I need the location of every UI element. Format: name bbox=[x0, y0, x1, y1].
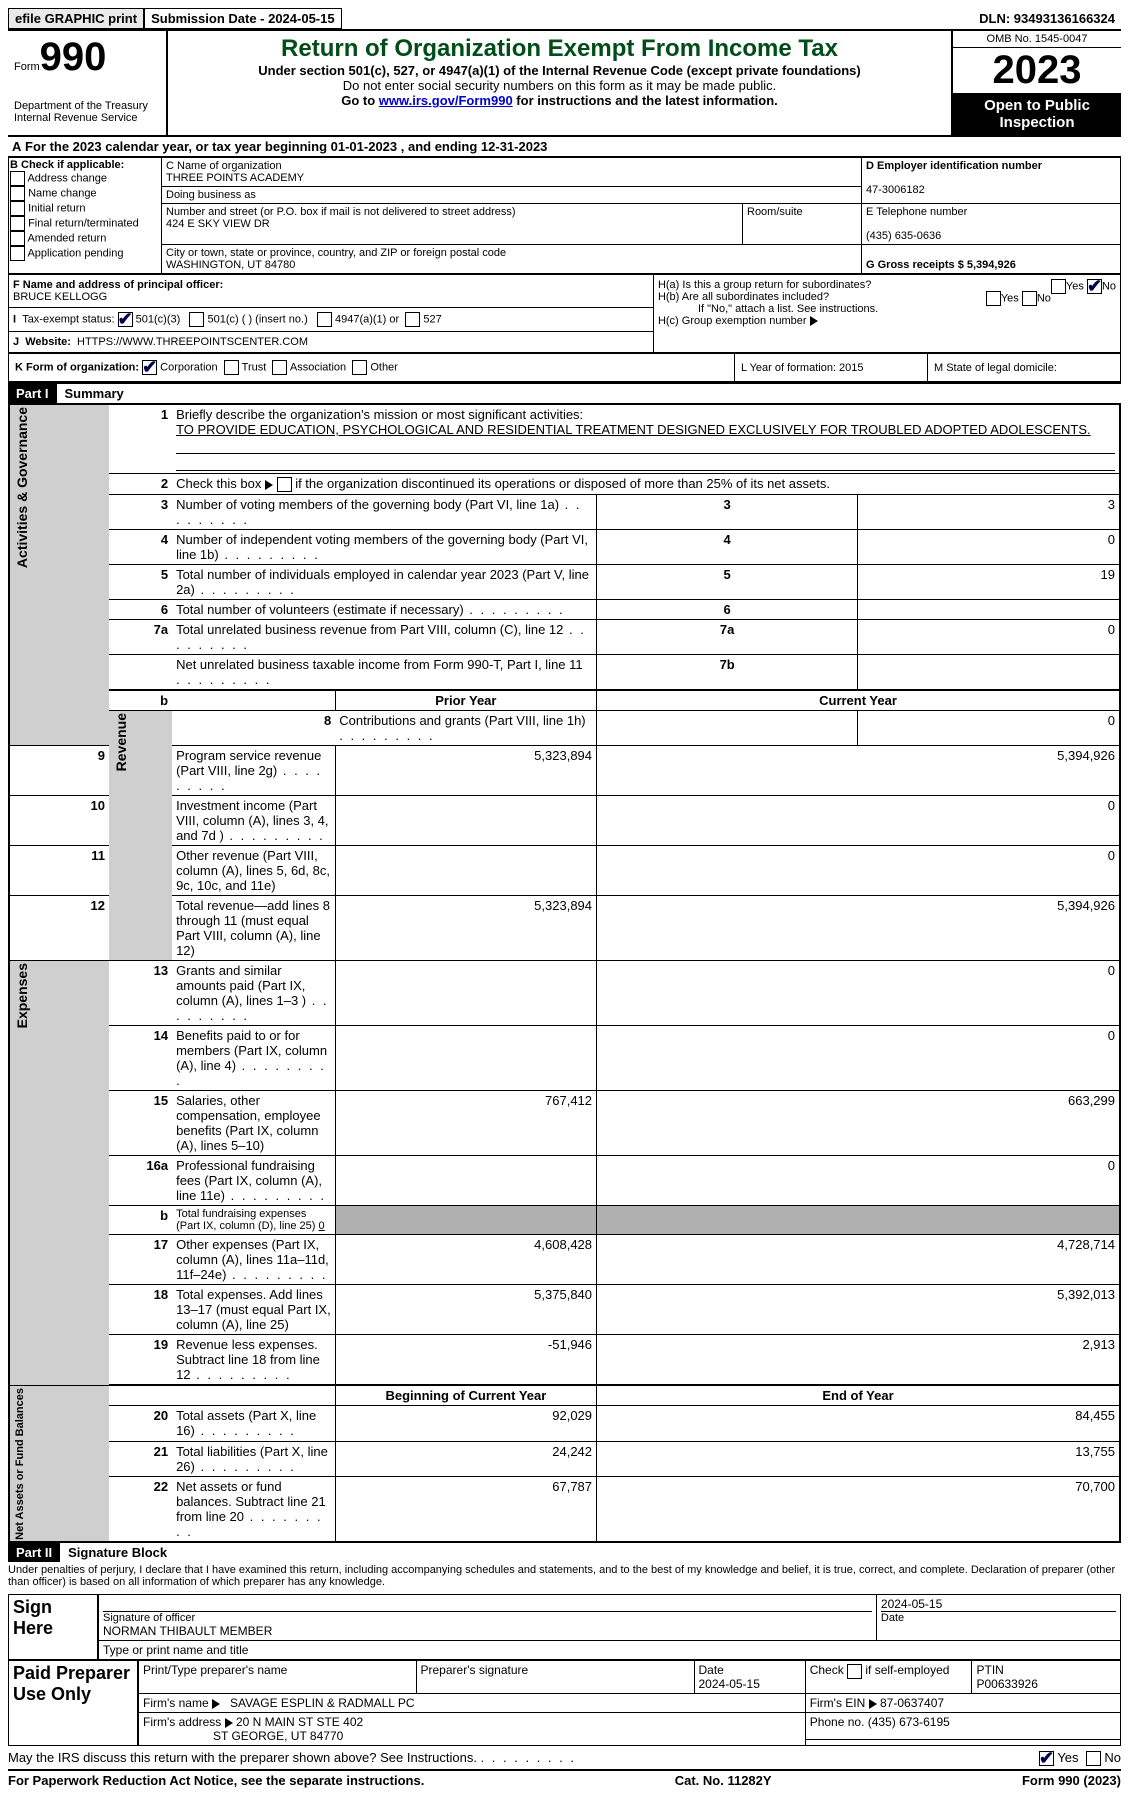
box-c-dba: Doing business as bbox=[162, 187, 862, 204]
box-c-name: C Name of organization THREE POINTS ACAD… bbox=[162, 158, 862, 187]
entity-info-grid: B Check if applicable: Address change Na… bbox=[8, 157, 1121, 274]
revenue-label: Revenue bbox=[113, 713, 129, 771]
box-c-room: Room/suite bbox=[743, 204, 862, 245]
governance-label: Activities & Governance bbox=[14, 407, 30, 568]
box-i: I Tax-exempt status: 501(c)(3) 501(c) ( … bbox=[9, 308, 654, 332]
box-c-street: Number and street (or P.O. box if mail i… bbox=[162, 204, 743, 245]
tax-year: 2023 bbox=[953, 48, 1121, 93]
klm-row: K Form of organization: Corporation Trus… bbox=[8, 353, 1121, 382]
box-g: G Gross receipts $ 5,394,926 bbox=[862, 245, 1121, 274]
signature-table: Sign Here Signature of officer NORMAN TH… bbox=[8, 1594, 1121, 1660]
paid-preparer-label: Paid Preparer Use Only bbox=[9, 1661, 139, 1746]
arrow-icon bbox=[810, 316, 818, 326]
line-a: A For the 2023 calendar year, or tax yea… bbox=[8, 137, 1121, 157]
form-title: Return of Organization Exempt From Incom… bbox=[174, 35, 945, 63]
irs-link[interactable]: www.irs.gov/Form990 bbox=[379, 93, 513, 108]
box-m: M State of legal domicile: bbox=[928, 354, 1121, 382]
footer: For Paperwork Reduction Act Notice, see … bbox=[8, 1769, 1121, 1788]
fh-row: F Name and address of principal officer:… bbox=[8, 274, 1121, 353]
declaration: Under penalties of perjury, I declare th… bbox=[8, 1562, 1121, 1594]
subtitle-2: Do not enter social security numbers on … bbox=[174, 78, 945, 93]
top-bar: efile GRAPHIC print Submission Date - 20… bbox=[8, 8, 1121, 29]
irs-label: Internal Revenue Service bbox=[14, 112, 160, 124]
submission-date: Submission Date - 2024-05-15 bbox=[144, 8, 342, 29]
subtitle-1: Under section 501(c), 527, or 4947(a)(1)… bbox=[174, 63, 945, 78]
box-k: K Form of organization: Corporation Trus… bbox=[9, 354, 735, 382]
expenses-label: Expenses bbox=[14, 963, 30, 1028]
box-l: L Year of formation: 2015 bbox=[735, 354, 928, 382]
dept-treasury: Department of the Treasury bbox=[14, 100, 160, 112]
box-f: F Name and address of principal officer:… bbox=[9, 275, 654, 308]
box-d: D Employer identification number 47-3006… bbox=[862, 158, 1121, 204]
box-c-city: City or town, state or province, country… bbox=[162, 245, 862, 274]
box-b: B Check if applicable: Address change Na… bbox=[9, 158, 162, 274]
subtitle-3: Go to www.irs.gov/Form990 for instructio… bbox=[174, 93, 945, 108]
summary-table: Activities & Governance 1 Briefly descri… bbox=[8, 403, 1121, 1543]
omb-no: OMB No. 1545-0047 bbox=[953, 31, 1121, 48]
mission-text: TO PROVIDE EDUCATION, PSYCHOLOGICAL AND … bbox=[176, 422, 1091, 437]
box-e: E Telephone number (435) 635-0636 bbox=[862, 204, 1121, 245]
open-inspection: Open to Public Inspection bbox=[953, 93, 1121, 135]
part1-header: Part ISummary bbox=[8, 382, 1121, 403]
dln: DLN: 93493136166324 bbox=[973, 9, 1121, 28]
form-header: Form990 Department of the Treasury Inter… bbox=[8, 29, 1121, 137]
preparer-table: Paid Preparer Use Only Print/Type prepar… bbox=[8, 1660, 1121, 1746]
form-number: 990 bbox=[40, 35, 107, 79]
efile-button[interactable]: efile GRAPHIC print bbox=[8, 8, 144, 29]
sign-here-label: Sign Here bbox=[9, 1595, 99, 1660]
netassets-label: Net Assets or Fund Balances bbox=[14, 1388, 26, 1540]
form-word: Form bbox=[14, 61, 40, 73]
box-j: J Website: HTTPS://WWW.THREEPOINTSCENTER… bbox=[9, 332, 654, 353]
part2-header: Part IISignature Block bbox=[8, 1543, 1121, 1562]
box-h: H(a) Is this a group return for subordin… bbox=[653, 275, 1120, 353]
